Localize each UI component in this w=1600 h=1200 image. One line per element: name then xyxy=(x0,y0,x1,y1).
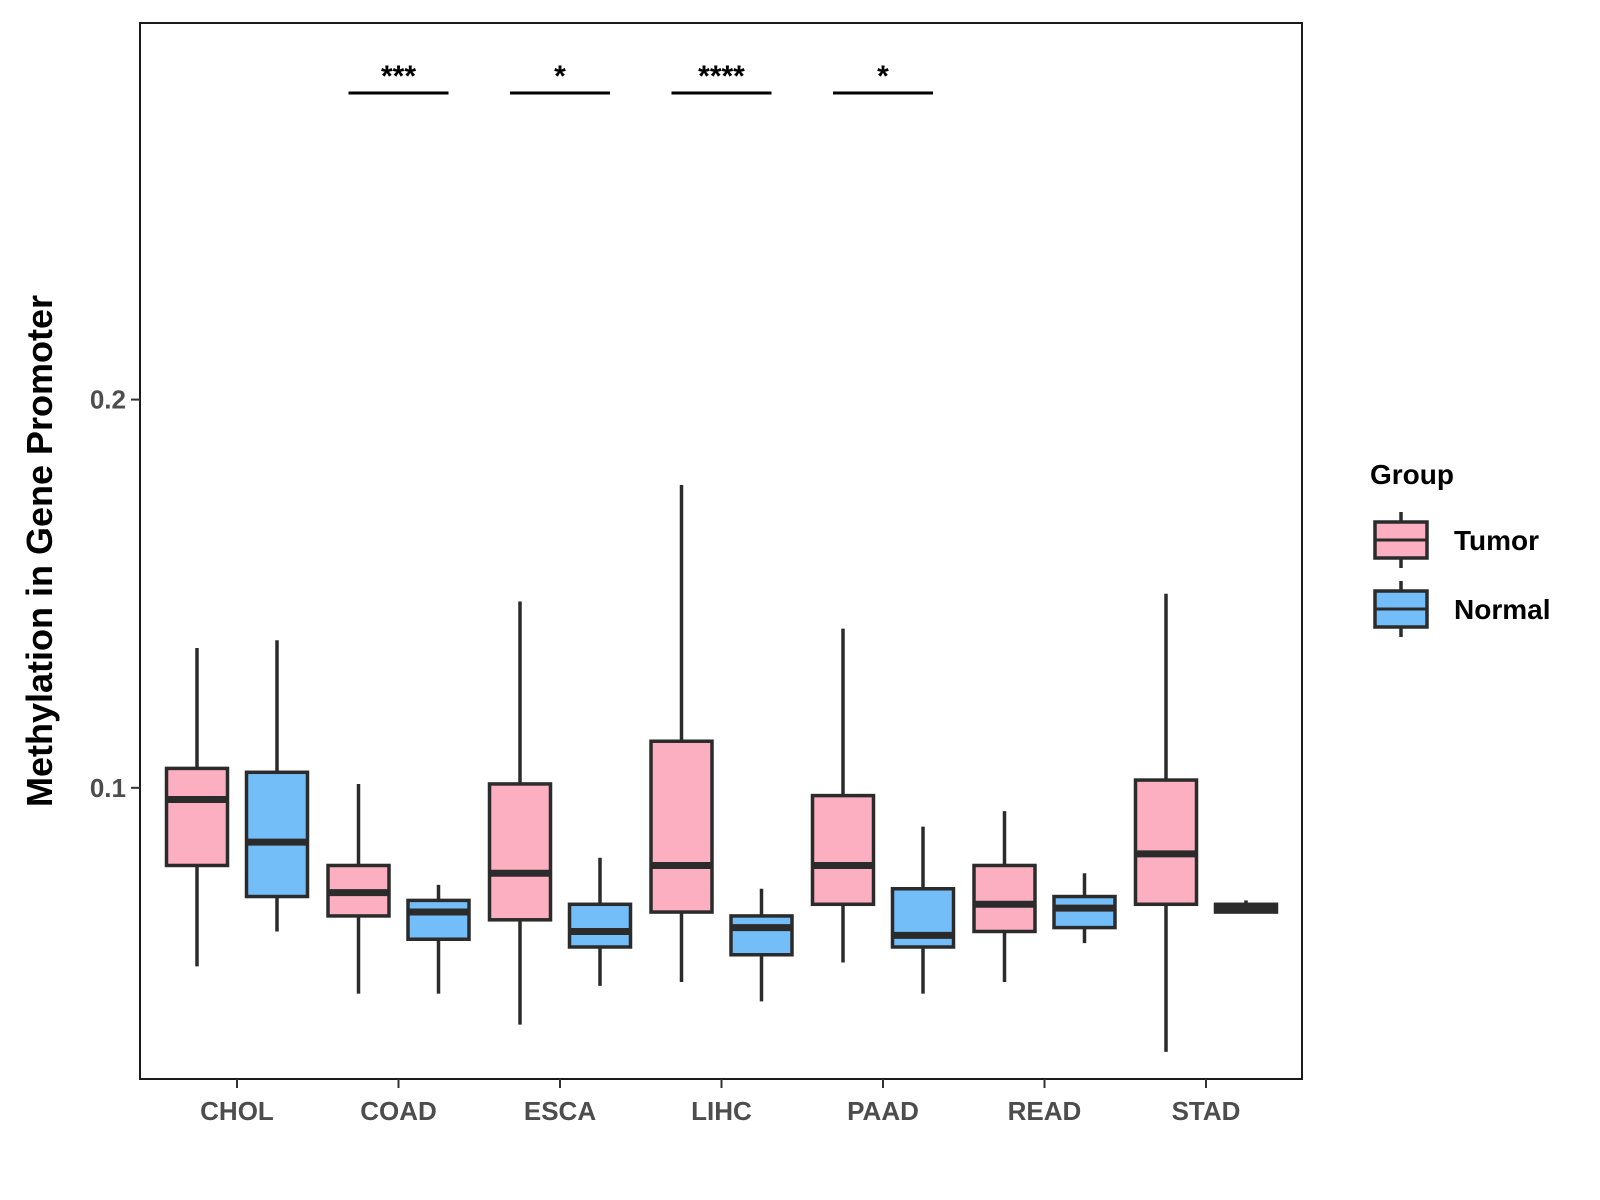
x-tick-label: PAAD xyxy=(847,1096,919,1126)
box-tumor-stad xyxy=(1133,593,1199,1052)
significance-label: * xyxy=(554,60,566,93)
box-body xyxy=(1052,894,1117,930)
x-tick-label: ESCA xyxy=(524,1096,596,1126)
box-tumor-read xyxy=(972,811,1037,982)
y-axis-label: Methylation in Gene Promoter xyxy=(19,295,60,807)
box-body xyxy=(729,914,794,957)
box-normal-lihc xyxy=(729,888,794,1002)
significance-annotations: *** * **** * xyxy=(348,60,933,95)
box-body xyxy=(406,898,471,941)
box-body xyxy=(810,793,876,907)
x-tick-label: LIHC xyxy=(691,1096,752,1126)
box-normal-read xyxy=(1052,873,1117,944)
significance-paad: * xyxy=(833,60,933,95)
box-body xyxy=(1133,778,1199,907)
y-tick-label: 0.2 xyxy=(90,385,126,415)
box-body xyxy=(164,766,230,868)
box-body xyxy=(244,770,310,899)
box-marks xyxy=(164,485,1279,1052)
box-tumor-coad xyxy=(326,783,391,994)
x-axis: CHOL COAD ESCA LIHC PAAD READ STAD xyxy=(200,1079,1240,1126)
legend-title: Group xyxy=(1370,459,1454,490)
box-tumor-esca xyxy=(487,601,553,1025)
x-tick-label: READ xyxy=(1008,1096,1082,1126)
significance-lihc: **** xyxy=(671,60,772,95)
legend-item-tumor: Tumor xyxy=(1373,512,1539,568)
box-normal-stad xyxy=(1213,900,1279,914)
legend: Group Tumor Normal xyxy=(1370,459,1550,637)
significance-esca: * xyxy=(510,60,610,95)
box-body xyxy=(649,739,714,914)
box-normal-chol xyxy=(244,640,310,932)
x-tick-label: CHOL xyxy=(200,1096,274,1126)
x-tick-label: STAD xyxy=(1172,1096,1241,1126)
significance-coad: *** xyxy=(348,60,449,95)
legend-item-normal: Normal xyxy=(1373,581,1550,637)
y-tick-label: 0.1 xyxy=(90,773,126,803)
box-body xyxy=(487,782,553,922)
y-axis: 0.1 0.2 xyxy=(90,385,140,803)
significance-label: **** xyxy=(698,60,745,93)
legend-label: Normal xyxy=(1454,594,1550,625)
box-normal-paad xyxy=(890,826,956,994)
box-tumor-paad xyxy=(810,628,876,963)
plot-panel xyxy=(139,22,1303,1080)
legend-label: Tumor xyxy=(1454,525,1539,556)
box-normal-esca xyxy=(567,857,633,986)
box-tumor-lihc xyxy=(649,485,714,982)
significance-label: * xyxy=(877,60,889,93)
box-tumor-chol xyxy=(164,648,230,967)
box-body xyxy=(567,902,633,949)
x-tick-label: COAD xyxy=(360,1096,437,1126)
significance-label: *** xyxy=(381,60,416,93)
box-body xyxy=(972,863,1037,934)
box-normal-coad xyxy=(406,884,471,994)
